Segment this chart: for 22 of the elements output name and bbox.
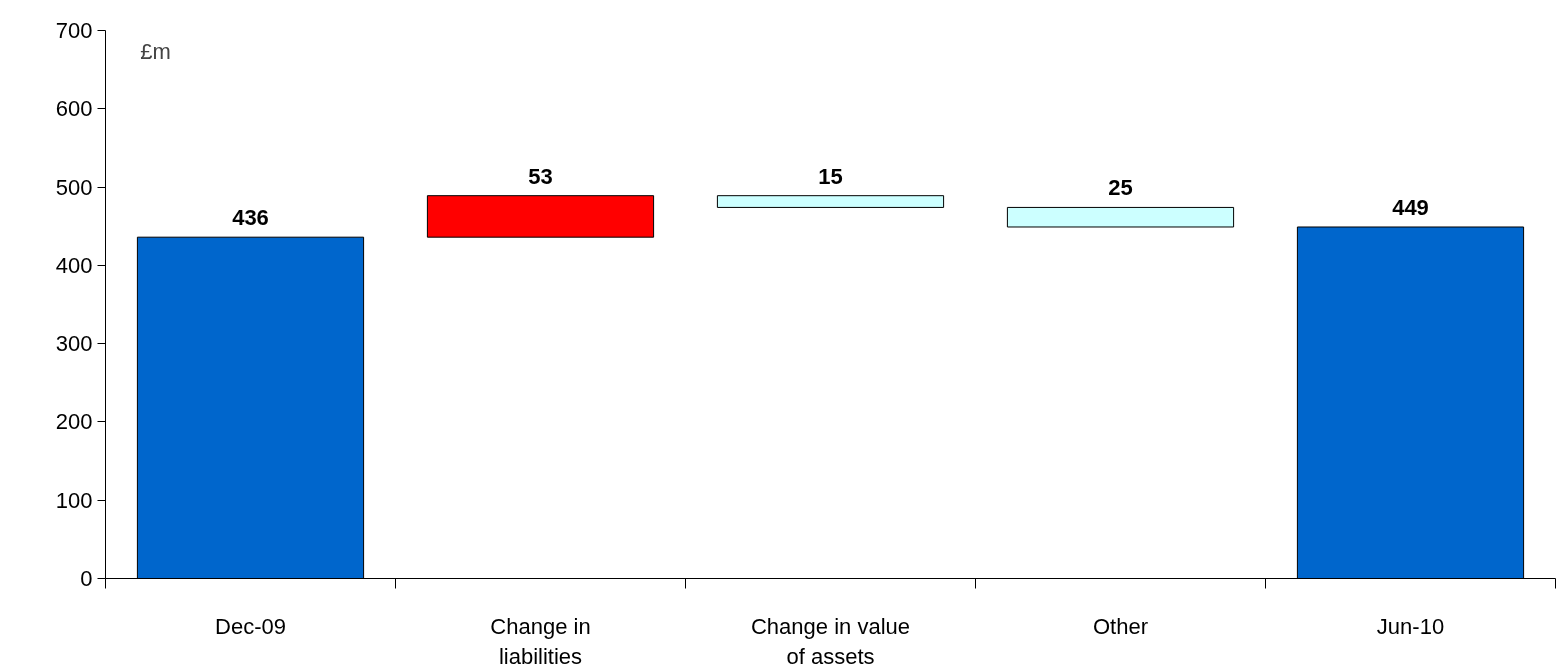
- data-label: 53: [528, 163, 553, 189]
- y-tick-label: 0: [80, 566, 93, 591]
- y-tick-label: 400: [55, 252, 93, 278]
- y-tick-label: 100: [55, 487, 93, 513]
- bar: [716, 195, 945, 208]
- y-tick-label: 700: [55, 18, 93, 43]
- data-label: 436: [232, 205, 269, 231]
- y-tick-label: 600: [55, 96, 93, 122]
- y-tick-label: 500: [55, 174, 93, 200]
- data-label: 449: [1392, 195, 1429, 220]
- x-tick-label: Change in value of assets: [751, 613, 911, 669]
- y-axis-title: £m: [140, 38, 171, 64]
- bar: [1006, 206, 1235, 228]
- y-tick-label: 200: [55, 409, 93, 435]
- x-tick-label: Change in liabilities: [490, 613, 591, 669]
- data-label: 25: [1108, 175, 1133, 201]
- x-tick-label: Other: [1092, 613, 1149, 639]
- data-label: 15: [818, 163, 843, 189]
- x-tick-label: Dec-09: [215, 613, 286, 639]
- x-tick-label: Jun-10: [1376, 613, 1445, 639]
- y-tick-label: 300: [55, 331, 93, 357]
- bar: [426, 195, 655, 238]
